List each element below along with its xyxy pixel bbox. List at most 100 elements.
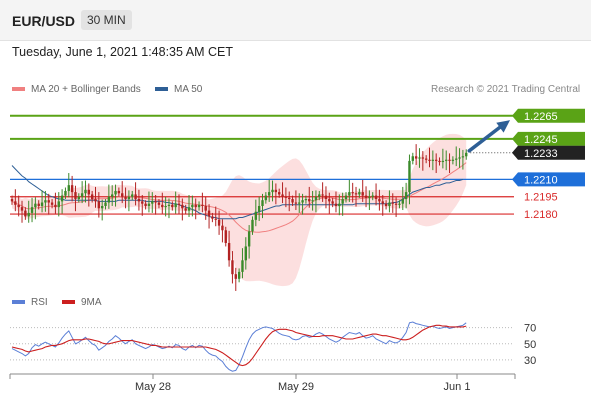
- candle-body: [111, 194, 114, 197]
- candle-body: [247, 231, 251, 247]
- candle-body: [311, 200, 314, 202]
- candle-body: [151, 201, 154, 204]
- candle-body: [358, 192, 361, 195]
- level-tag-1.2265: 1.2265: [524, 111, 558, 123]
- candle-body: [241, 260, 244, 272]
- candle-body: [441, 160, 445, 163]
- candle-body: [274, 189, 278, 193]
- candle-body: [74, 192, 77, 200]
- level-tag-1.2233: 1.2233: [524, 148, 558, 160]
- candle-body: [465, 152, 468, 157]
- rsi-line: [11, 321, 467, 372]
- x-tick-label: May 29: [278, 381, 314, 393]
- candle-body: [318, 194, 321, 197]
- candle-body: [381, 201, 384, 204]
- candle-body: [391, 202, 394, 204]
- rsi-label: RSI: [31, 297, 48, 308]
- timeframe-badge[interactable]: 30 MIN: [81, 10, 132, 30]
- candle-body: [448, 159, 451, 161]
- candle-body: [157, 202, 161, 205]
- candle-body: [231, 260, 234, 275]
- candle-body: [414, 156, 418, 159]
- candle-body: [388, 202, 391, 206]
- candle-body: [328, 199, 331, 202]
- legend-bollinger: MA 20 + Bollinger Bands: [12, 84, 141, 95]
- candle-body: [461, 156, 465, 158]
- candle-body: [117, 190, 121, 194]
- candle-body: [361, 192, 364, 196]
- candle-body: [34, 203, 37, 208]
- candle-body: [401, 199, 404, 204]
- candle-body: [154, 201, 157, 203]
- candle-body: [244, 246, 247, 261]
- candle-body: [331, 201, 334, 204]
- candle-body: [64, 190, 67, 196]
- candle-body: [191, 204, 194, 208]
- candle-body: [374, 195, 378, 200]
- header-bar: EUR/USD 30 MIN: [0, 0, 591, 41]
- candle-body: [50, 202, 54, 205]
- candle-body: [344, 195, 348, 200]
- projection-arrow: [467, 122, 506, 153]
- ma50-line: [11, 165, 464, 220]
- candle-body: [371, 195, 374, 197]
- legend-rsi-ma: 9MA: [62, 297, 102, 308]
- candle-body: [37, 203, 40, 206]
- candle-body: [278, 192, 281, 195]
- candle-body: [261, 200, 264, 206]
- candle-body: [227, 242, 231, 261]
- level-tag-bg-1.2245: [512, 131, 585, 146]
- candle-body: [10, 199, 14, 202]
- candle-body: [411, 156, 414, 161]
- candle-body: [94, 199, 97, 202]
- rsi-swatch: [12, 300, 25, 305]
- candle-body: [341, 199, 344, 204]
- level-tag-bg-1.2265: [512, 108, 585, 123]
- level-tag-1.2180: 1.2180: [524, 209, 558, 221]
- candle-body: [408, 160, 411, 193]
- candle-body: [304, 199, 308, 201]
- candle-body: [257, 205, 261, 212]
- candle-body: [291, 199, 294, 203]
- candle-body: [44, 200, 47, 203]
- candle-body: [27, 212, 30, 217]
- candle-body: [67, 185, 70, 191]
- candle-body: [424, 158, 428, 160]
- candle-body: [24, 210, 27, 217]
- candle-body: [451, 159, 455, 161]
- candle-body: [201, 204, 204, 206]
- candle-body: [404, 192, 408, 200]
- candle-body: [421, 157, 425, 159]
- candle-body: [60, 195, 64, 202]
- candle-body: [394, 203, 398, 205]
- candle-body: [184, 208, 187, 211]
- candle-body: [338, 203, 341, 206]
- candle-body: [301, 200, 304, 203]
- candle-body: [224, 230, 227, 243]
- candle-body: [458, 157, 461, 159]
- candle-body: [77, 196, 80, 200]
- candle-body: [107, 196, 111, 203]
- candle-body: [438, 160, 441, 163]
- candle-body: [237, 271, 241, 279]
- bollinger-label: MA 20 + Bollinger Bands: [31, 84, 141, 95]
- candle-body: [57, 201, 60, 208]
- candle-body: [211, 216, 214, 219]
- candle-body: [428, 159, 431, 161]
- candle-body: [14, 201, 17, 205]
- candle-body: [104, 202, 107, 206]
- candle-body: [334, 203, 338, 206]
- candle-body: [131, 194, 134, 197]
- rsi-ma-label: 9MA: [81, 297, 102, 308]
- candle-body: [221, 225, 224, 231]
- candle-body: [314, 196, 318, 201]
- candle-body: [364, 195, 368, 198]
- ma50-label: MA 50: [174, 84, 203, 95]
- candle-body: [161, 204, 164, 208]
- candle-body: [84, 189, 87, 194]
- candle-body: [174, 203, 177, 208]
- candle-body: [294, 202, 298, 204]
- candle-body: [217, 219, 221, 226]
- candle-body: [164, 205, 167, 208]
- rsi-tick-30: 30: [524, 355, 536, 367]
